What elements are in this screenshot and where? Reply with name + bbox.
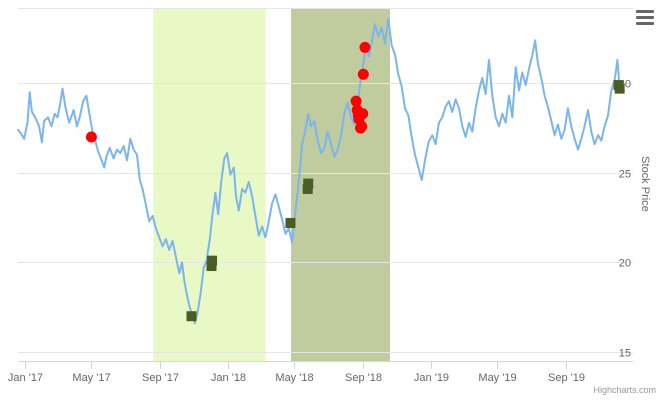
x-tick-label-9: Sep '19 bbox=[548, 372, 585, 384]
x-tick-label-1: Jan '17 bbox=[8, 372, 43, 384]
x-tick-label-3: Sep '17 bbox=[142, 372, 179, 384]
green-square-marker-6 bbox=[303, 178, 314, 189]
price-series bbox=[17, 17, 621, 325]
x-tick-label-6: Sep '18 bbox=[345, 372, 382, 384]
x-tick-label-7: Jan '19 bbox=[414, 372, 449, 384]
x-tick-label-5: May '18 bbox=[275, 372, 313, 384]
green-square-marker-4 bbox=[285, 218, 296, 229]
red-circle-marker-1 bbox=[85, 131, 97, 143]
hamburger-menu-icon[interactable] bbox=[636, 10, 654, 26]
green-square-marker-5 bbox=[302, 183, 313, 194]
y-axis-title: Stock Price bbox=[639, 156, 651, 212]
green-square-marker-3 bbox=[207, 255, 218, 266]
red-circle-marker-7 bbox=[356, 120, 368, 132]
plot-band-1 bbox=[153, 8, 266, 361]
green-square-marker-2 bbox=[206, 261, 217, 272]
x-tick-label-2: May '17 bbox=[72, 372, 110, 384]
signal-markers bbox=[85, 41, 625, 322]
red-circle-marker-9 bbox=[357, 68, 369, 80]
y-tick-label-15: 15 bbox=[619, 348, 631, 360]
red-circle-marker-10 bbox=[359, 41, 371, 53]
red-circle-marker-2 bbox=[350, 95, 362, 107]
x-tick-label-8: May '19 bbox=[478, 372, 516, 384]
red-circle-marker-8 bbox=[357, 108, 369, 120]
green-square-marker-8 bbox=[614, 83, 625, 94]
y-tick-label-25: 25 bbox=[619, 169, 631, 181]
price-line bbox=[17, 17, 621, 325]
plot-bands bbox=[153, 8, 391, 361]
y-tick-label-20: 20 bbox=[619, 258, 631, 270]
x-tick-label-4: Jan '18 bbox=[211, 372, 246, 384]
green-square-marker-1 bbox=[186, 311, 197, 322]
credits-link[interactable]: Highcharts.com bbox=[593, 385, 656, 395]
grid-lines bbox=[18, 8, 633, 353]
